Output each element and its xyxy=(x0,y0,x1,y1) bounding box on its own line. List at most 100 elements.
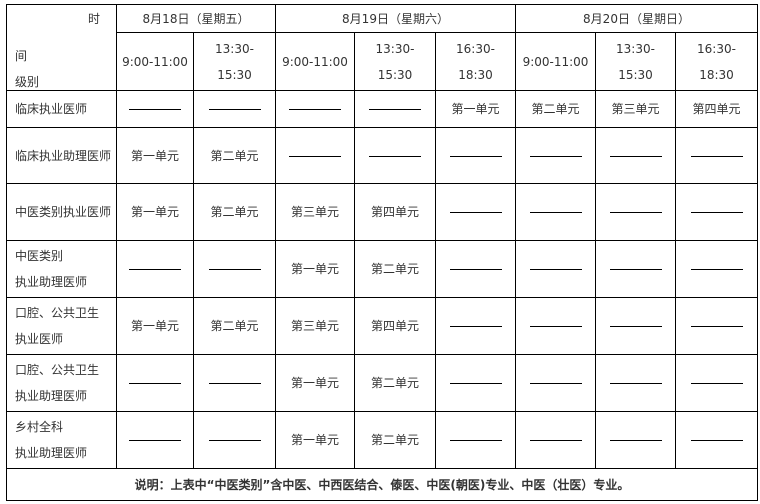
schedule-cell xyxy=(595,297,676,355)
schedule-cell: 第二单元 xyxy=(354,411,436,469)
time-slot: 13:30- 15:30 xyxy=(595,32,676,91)
no-exam-dash xyxy=(690,326,743,327)
no-exam-dash xyxy=(208,109,261,110)
schedule-cell xyxy=(595,127,676,184)
time-slot: 13:30- 15:30 xyxy=(354,32,436,91)
date-header: 8月20日（星期日） xyxy=(515,4,758,33)
schedule-cell: 第一单元 xyxy=(116,127,194,184)
schedule-cell xyxy=(595,183,676,241)
no-exam-dash xyxy=(609,155,662,157)
schedule-cell: 第四单元 xyxy=(675,90,758,128)
no-exam-dash xyxy=(609,212,662,213)
schedule-cell: 第二单元 xyxy=(354,240,436,298)
schedule-cell: 第二单元 xyxy=(354,354,436,412)
corner-level-label: 级别 xyxy=(15,75,40,89)
level-cell: 中医类别 执业助理医师 xyxy=(6,240,117,298)
table-row: 临床执业医师 第一单元 第二单元 第三单元 第四单元 xyxy=(6,90,758,128)
no-exam-dash xyxy=(609,383,662,384)
schedule-cell xyxy=(595,411,676,469)
schedule-cell xyxy=(675,183,758,241)
no-exam-dash xyxy=(129,269,181,270)
schedule-cell: 第四单元 xyxy=(354,183,436,241)
schedule-cell xyxy=(515,183,596,241)
schedule-cell xyxy=(675,240,758,298)
time-slot: 13:30- 15:30 xyxy=(193,32,276,91)
schedule-cell: 第一单元 xyxy=(435,90,516,128)
level-cell: 乡村全科 执业助理医师 xyxy=(6,411,117,469)
time-slot-row: 9:00-11:00 13:30- 15:30 9:00-11:00 13:30- 15:… xyxy=(7,32,758,91)
time-slot: 9:00-11:00 xyxy=(116,32,194,91)
date-header: 8月18日（星期五） xyxy=(116,4,276,33)
no-exam-dash xyxy=(529,440,582,441)
no-exam-dash xyxy=(529,326,582,327)
no-exam-dash xyxy=(690,212,743,213)
schedule-cell xyxy=(275,127,355,184)
schedule-cell xyxy=(435,297,516,355)
time-slot: 9:00-11:00 xyxy=(515,32,596,91)
schedule-cell xyxy=(193,240,276,298)
schedule-cell xyxy=(116,90,194,128)
corner-header: 时 间级别 xyxy=(6,4,117,91)
no-exam-dash xyxy=(449,155,502,157)
no-exam-dash xyxy=(690,155,743,157)
no-exam-dash xyxy=(369,109,421,110)
level-cell: 口腔、公共卫生 执业医师 xyxy=(6,297,117,355)
no-exam-dash xyxy=(690,440,743,441)
schedule-cell xyxy=(435,183,516,241)
schedule-cell xyxy=(435,240,516,298)
schedule-cell xyxy=(515,240,596,298)
schedule-cell: 第一单元 xyxy=(275,240,355,298)
no-exam-dash xyxy=(449,326,502,327)
schedule-cell xyxy=(675,411,758,469)
no-exam-dash xyxy=(609,269,662,270)
time-slot: 16:30- 18:30 xyxy=(435,32,516,91)
schedule-cell xyxy=(675,297,758,355)
date-header-row: 时 间级别 8月18日（星期五） 8月19日（星期六） 8月20日（星期日） xyxy=(6,4,758,91)
table-row: 口腔、公共卫生 执业助理医师 第一单元 第二单元 xyxy=(6,354,758,412)
schedule-cell xyxy=(675,354,758,412)
schedule-cell xyxy=(435,127,516,184)
no-exam-dash xyxy=(289,155,341,157)
schedule-cell: 第二单元 xyxy=(193,183,276,241)
schedule-cell xyxy=(435,354,516,412)
no-exam-dash xyxy=(609,326,662,327)
table-row: 临床执业助理医师 第一单元 第二单元 xyxy=(6,127,758,184)
schedule-cell: 第四单元 xyxy=(354,297,436,355)
schedule-cell: 第二单元 xyxy=(515,90,596,128)
schedule-cell xyxy=(595,354,676,412)
schedule-cell xyxy=(675,127,758,184)
no-exam-dash xyxy=(208,383,261,384)
schedule-cell xyxy=(275,90,355,128)
no-exam-dash xyxy=(449,440,502,441)
schedule-cell xyxy=(193,90,276,128)
schedule-cell xyxy=(515,297,596,355)
schedule-cell xyxy=(116,411,194,469)
no-exam-dash xyxy=(129,440,181,441)
no-exam-dash xyxy=(449,212,502,213)
no-exam-dash xyxy=(529,155,582,157)
time-slot: 9:00-11:00 xyxy=(275,32,355,91)
schedule-cell xyxy=(435,411,516,469)
schedule-cell: 第一单元 xyxy=(275,411,355,469)
table-row: 中医类别 执业助理医师 第一单元 第二单元 xyxy=(6,240,758,298)
no-exam-dash xyxy=(449,269,502,270)
schedule-cell xyxy=(515,354,596,412)
level-cell: 临床执业医师 xyxy=(6,90,117,128)
schedule-cell xyxy=(193,354,276,412)
no-exam-dash xyxy=(529,212,582,213)
corner-time-label-2: 间 xyxy=(15,49,28,63)
no-exam-dash xyxy=(529,383,582,384)
schedule-cell xyxy=(116,354,194,412)
schedule-cell xyxy=(354,90,436,128)
schedule-cell: 第三单元 xyxy=(275,297,355,355)
no-exam-dash xyxy=(208,440,261,441)
schedule-cell xyxy=(515,411,596,469)
level-cell: 口腔、公共卫生 执业助理医师 xyxy=(6,354,117,412)
schedule-cell xyxy=(193,411,276,469)
no-exam-dash xyxy=(690,269,743,270)
schedule-cell xyxy=(354,127,436,184)
schedule-cell xyxy=(515,127,596,184)
schedule-cell: 第三单元 xyxy=(275,183,355,241)
date-header: 8月19日（星期六） xyxy=(275,4,516,33)
schedule-cell: 第二单元 xyxy=(193,127,276,184)
